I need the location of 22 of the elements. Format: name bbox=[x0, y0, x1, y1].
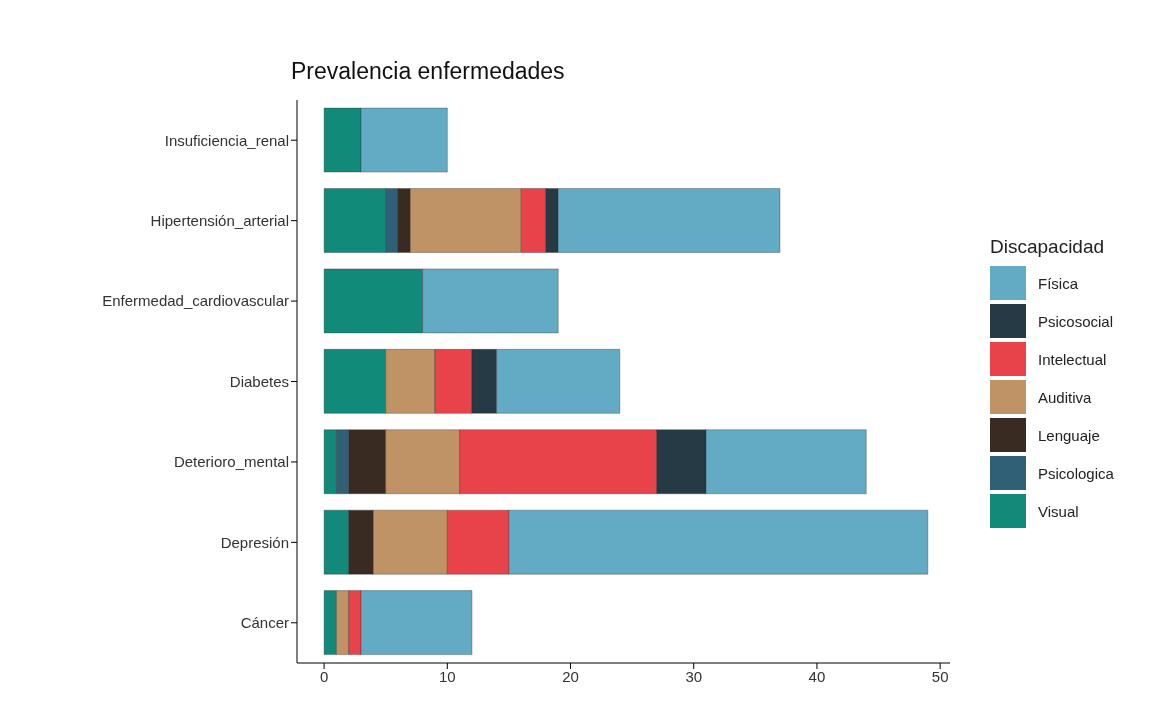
y-tick-label: Depresión bbox=[220, 533, 289, 551]
legend-label: Auditiva bbox=[1038, 388, 1092, 406]
legend-label: Visual bbox=[1038, 502, 1079, 520]
chart-title: Prevalencia enfermedades bbox=[291, 58, 565, 85]
x-tick-label: 10 bbox=[438, 667, 456, 685]
x-tick-label: 30 bbox=[685, 667, 703, 685]
y-tick-label: Insuficiencia_renal bbox=[164, 131, 289, 149]
y-tick-label: Diabetes bbox=[229, 372, 289, 390]
y-tick-label: Enfermedad_cardiovascular bbox=[102, 292, 289, 310]
x-tick-label: 20 bbox=[562, 667, 579, 685]
legend-title: Discapacidad bbox=[990, 236, 1106, 258]
y-tick-label: Hipertensión_arterial bbox=[150, 211, 289, 229]
x-tick-label: 40 bbox=[808, 667, 826, 685]
legend-label: Intelectual bbox=[1038, 350, 1107, 368]
y-tick-label: Cáncer bbox=[240, 614, 289, 632]
legend-label: Física bbox=[1038, 274, 1079, 292]
legend-label: Psicosocial bbox=[1038, 312, 1114, 330]
legend-label: Psicologica bbox=[1038, 464, 1114, 482]
x-tick-label: 0 bbox=[319, 667, 329, 685]
x-tick-label: 50 bbox=[931, 667, 949, 685]
legend-label: Lenguaje bbox=[1038, 426, 1100, 444]
y-tick-label: Deterioro_mental bbox=[173, 453, 289, 471]
